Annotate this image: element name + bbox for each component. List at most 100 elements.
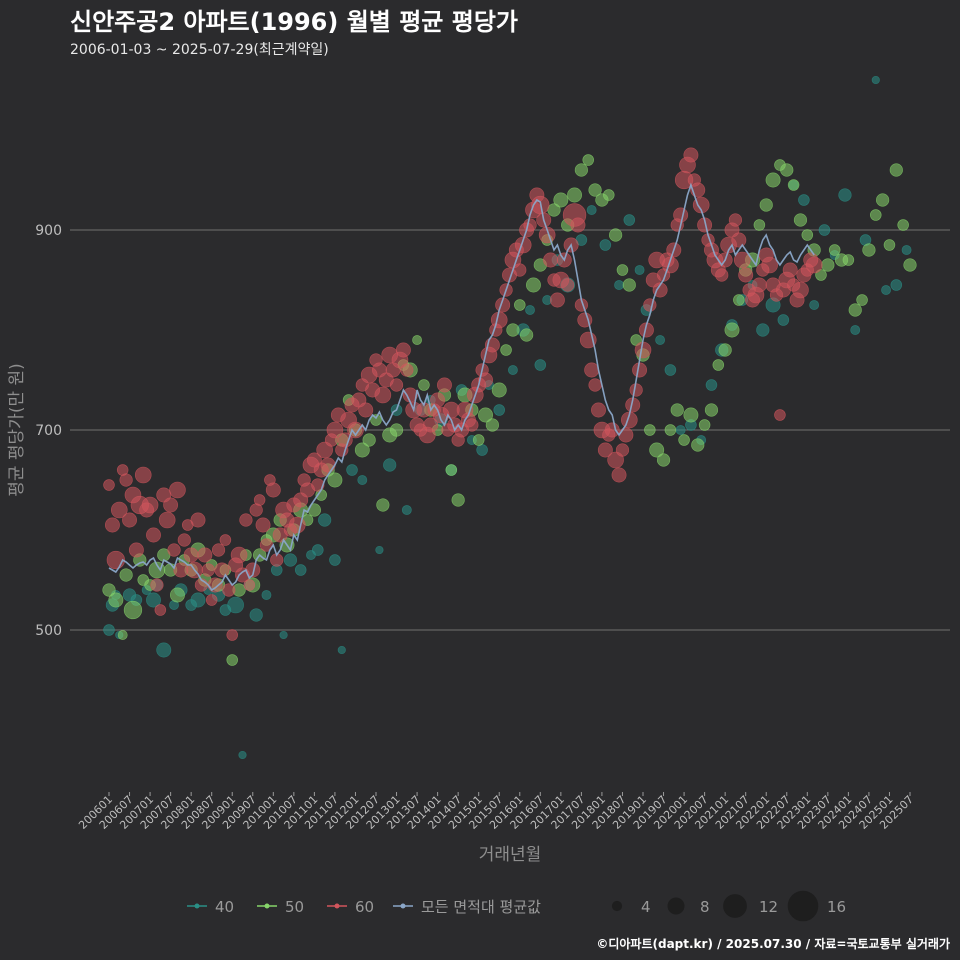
- data-point: [375, 545, 384, 555]
- data-point: [383, 458, 397, 472]
- data-point: [177, 533, 191, 547]
- data-point: [279, 630, 288, 640]
- data-point: [883, 239, 896, 251]
- data-point: [728, 213, 743, 227]
- data-point: [609, 228, 623, 242]
- data-point: [190, 512, 206, 528]
- data-point: [514, 236, 532, 254]
- data-point: [401, 505, 412, 515]
- data-point: [197, 547, 213, 563]
- data-point: [897, 219, 909, 231]
- data-point: [207, 577, 223, 593]
- data-point: [227, 596, 244, 614]
- legend-item: 모든 면적대 평균값: [393, 898, 541, 916]
- data-point: [525, 305, 535, 315]
- data-point: [673, 207, 689, 223]
- data-point: [226, 654, 238, 666]
- data-point: [478, 372, 493, 388]
- data-point: [759, 198, 773, 212]
- data-point: [604, 422, 620, 438]
- data-point: [311, 478, 325, 492]
- data-point: [214, 562, 230, 578]
- data-point: [445, 464, 458, 476]
- data-point: [809, 300, 820, 310]
- data-point: [644, 424, 656, 436]
- data-point: [255, 517, 271, 533]
- data-point: [102, 583, 116, 597]
- data-point: [664, 364, 677, 376]
- data-point: [614, 280, 624, 290]
- data-point: [327, 472, 343, 488]
- data-point: [320, 457, 336, 473]
- data-point: [675, 425, 686, 435]
- data-point: [316, 441, 333, 459]
- size-legend-item: 8: [667, 897, 710, 916]
- data-point: [634, 265, 645, 275]
- data-point: [103, 479, 115, 491]
- data-point: [190, 592, 206, 608]
- data-point: [154, 604, 167, 616]
- data-point: [476, 444, 488, 456]
- y-tick-label: 700: [35, 423, 62, 439]
- series-40: [103, 75, 912, 760]
- data-point: [599, 239, 612, 251]
- legend-label: 60: [355, 898, 374, 916]
- data-point: [294, 564, 307, 576]
- average-line-group: [108, 182, 815, 592]
- size-legend-label: 12: [759, 898, 778, 916]
- data-point: [357, 475, 368, 485]
- data-point: [230, 546, 248, 564]
- data-point: [821, 258, 835, 272]
- data-point: [526, 277, 541, 293]
- data-point: [649, 442, 665, 458]
- size-legend-circle: [723, 894, 747, 918]
- data-point: [508, 365, 518, 375]
- data-point: [123, 600, 143, 620]
- data-point: [618, 427, 634, 443]
- data-point: [705, 379, 718, 391]
- data-point: [733, 251, 751, 269]
- data-point: [777, 314, 790, 326]
- data-point: [718, 343, 732, 357]
- scatter-points: [102, 75, 917, 760]
- y-axis-title: 평균 평당가(만 원): [7, 363, 27, 497]
- data-point: [249, 608, 263, 622]
- data-point: [850, 325, 861, 335]
- data-point: [239, 513, 253, 527]
- caption: ©디아파트(dapt.kr) / 2025.07.30 / 자료=국토교통부 실…: [596, 936, 950, 951]
- size-legend-circle: [667, 897, 685, 915]
- data-point: [346, 464, 358, 476]
- data-point: [652, 282, 668, 298]
- data-point: [715, 268, 729, 282]
- data-point: [903, 258, 917, 272]
- legend-item: 60: [327, 898, 374, 916]
- data-point: [838, 188, 852, 202]
- legend-dot: [264, 903, 270, 909]
- data-point: [370, 414, 382, 426]
- data-point: [632, 362, 648, 378]
- data-point: [656, 453, 671, 467]
- data-point: [901, 245, 912, 255]
- data-point: [389, 423, 404, 437]
- data-point: [753, 219, 766, 231]
- data-point: [169, 481, 186, 499]
- data-point: [478, 407, 493, 423]
- size-legend-item: 12: [723, 894, 778, 918]
- data-point: [128, 542, 144, 558]
- data-point: [201, 563, 215, 577]
- data-point: [683, 407, 699, 423]
- size-legend-label: 16: [827, 898, 846, 916]
- data-point: [312, 544, 324, 556]
- data-point: [751, 277, 767, 293]
- average-line: [108, 182, 815, 592]
- data-point: [104, 517, 120, 533]
- data-point: [662, 256, 679, 274]
- data-point: [243, 579, 256, 591]
- data-point: [520, 328, 534, 342]
- data-point: [265, 482, 281, 498]
- data-point: [793, 213, 808, 227]
- data-point: [805, 256, 823, 274]
- data-point: [870, 209, 882, 221]
- data-point: [588, 183, 602, 197]
- data-point: [643, 298, 657, 312]
